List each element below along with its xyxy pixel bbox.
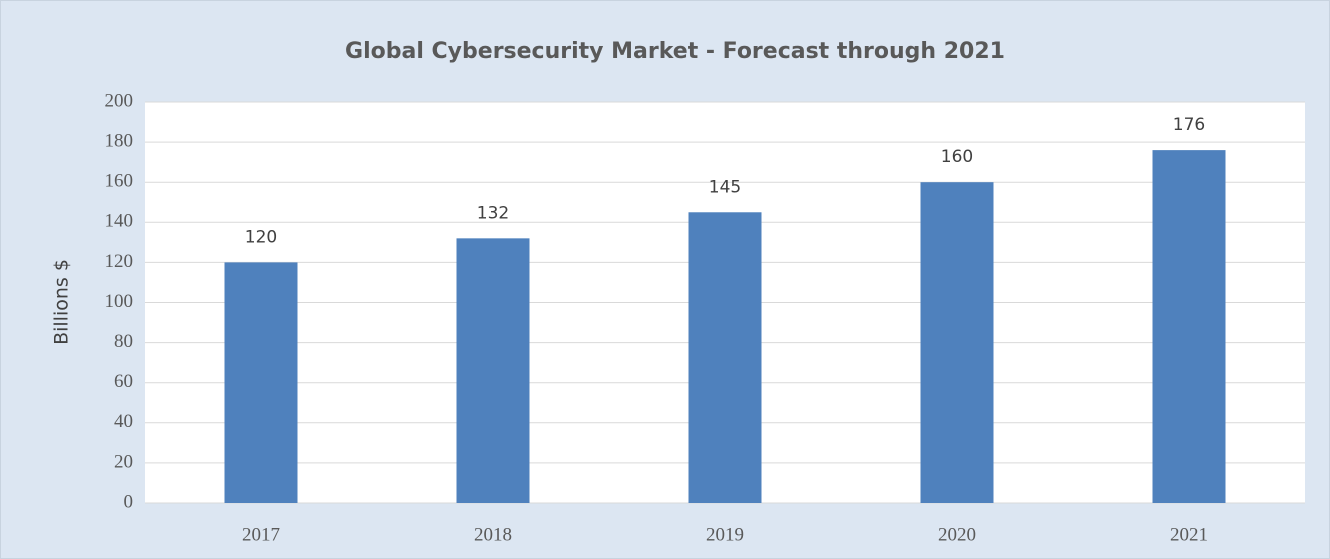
bar bbox=[1152, 150, 1226, 503]
y-tick-label: 60 bbox=[114, 371, 133, 392]
bar bbox=[456, 238, 530, 503]
x-tick-label: 2020 bbox=[938, 524, 976, 545]
x-tick-label: 2021 bbox=[1170, 524, 1208, 545]
y-tick-label: 80 bbox=[114, 331, 133, 352]
y-tick-label: 40 bbox=[114, 411, 133, 432]
x-tick-label: 2017 bbox=[242, 524, 280, 545]
data-label: 160 bbox=[941, 147, 973, 167]
x-tick-label: 2018 bbox=[474, 524, 512, 545]
y-tick-label: 160 bbox=[105, 171, 134, 192]
y-tick-label: 0 bbox=[124, 491, 134, 512]
y-tick-label: 200 bbox=[105, 90, 134, 111]
bar bbox=[920, 182, 994, 503]
data-label: 145 bbox=[709, 177, 741, 197]
y-tick-label: 20 bbox=[114, 451, 133, 472]
chart-title: Global Cybersecurity Market - Forecast t… bbox=[345, 39, 1005, 64]
y-tick-label: 140 bbox=[105, 211, 134, 232]
data-label: 132 bbox=[477, 203, 509, 223]
data-label: 120 bbox=[245, 227, 277, 247]
bar bbox=[224, 262, 298, 503]
y-tick-label: 120 bbox=[105, 251, 134, 272]
bar bbox=[688, 212, 762, 503]
y-axis-label: Billions $ bbox=[51, 259, 73, 345]
y-tick-label: 180 bbox=[105, 130, 134, 151]
data-label: 176 bbox=[1173, 115, 1205, 135]
y-tick-label: 100 bbox=[105, 291, 134, 312]
x-tick-label: 2019 bbox=[706, 524, 744, 545]
